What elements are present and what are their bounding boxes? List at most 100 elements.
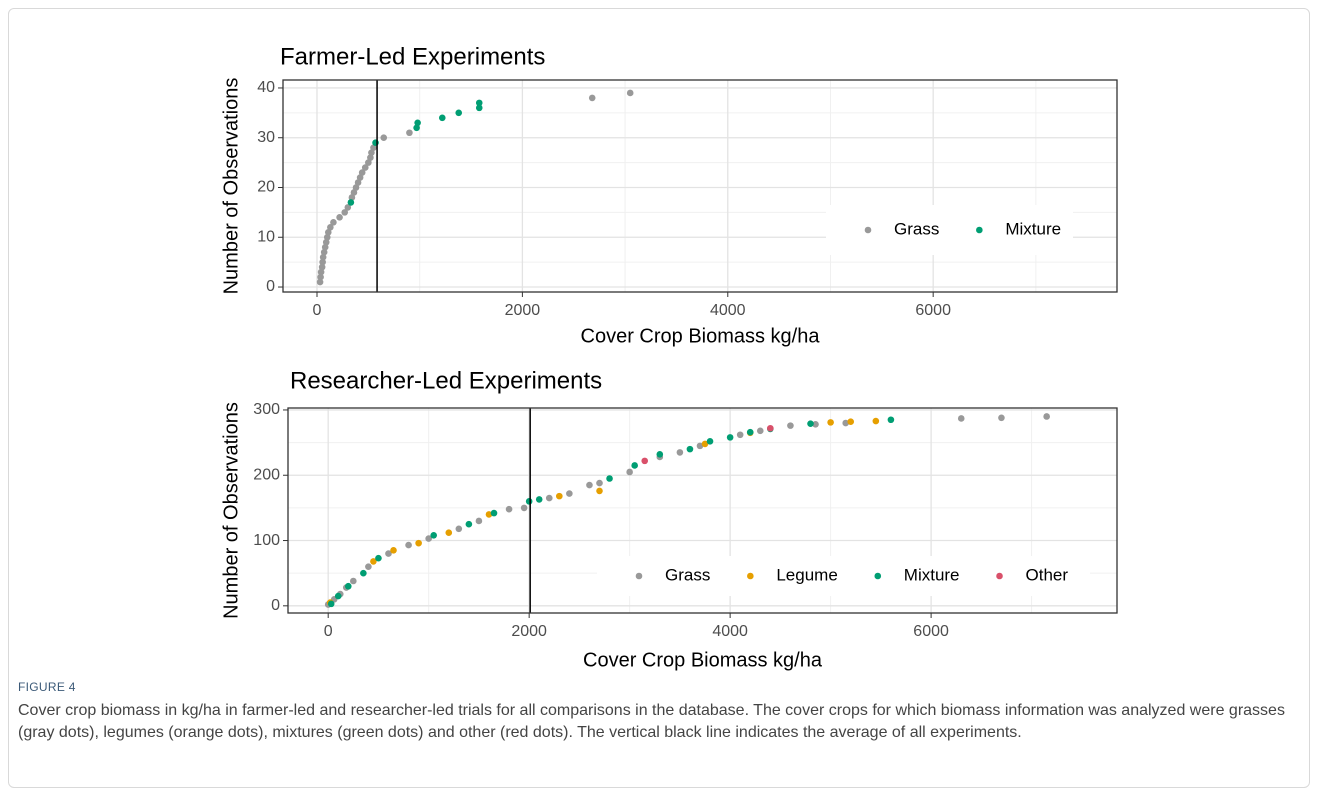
- x-tick-label: 6000: [913, 623, 949, 640]
- point: [957, 415, 965, 422]
- point: [596, 479, 603, 487]
- y-tick-label: 20: [257, 179, 275, 196]
- point: [327, 224, 334, 231]
- point: [438, 114, 446, 122]
- chart-title: Farmer-Led Experiments: [280, 43, 545, 70]
- point: [767, 424, 774, 432]
- point: [317, 273, 324, 281]
- plot-border: [282, 79, 1118, 293]
- point: [701, 440, 709, 448]
- point: [872, 417, 880, 425]
- point: [626, 89, 634, 97]
- point: [330, 219, 337, 226]
- point: [545, 494, 553, 502]
- point: [356, 174, 364, 181]
- point: [358, 169, 366, 176]
- point: [319, 258, 326, 266]
- point: [485, 511, 493, 518]
- series-points: [327, 416, 895, 608]
- point: [525, 498, 533, 505]
- point: [847, 418, 855, 426]
- point: [318, 263, 326, 271]
- plot-background: [283, 80, 1117, 292]
- point: [686, 445, 694, 453]
- point: [736, 431, 744, 439]
- point: [324, 228, 332, 236]
- legend-label: Other: [1026, 565, 1069, 584]
- y-axis-label: Number of Observations: [220, 402, 242, 619]
- point: [320, 248, 328, 256]
- point: [321, 243, 329, 251]
- point: [367, 154, 374, 161]
- point: [406, 129, 413, 137]
- point: [327, 600, 335, 608]
- point: [334, 592, 342, 600]
- point: [322, 238, 330, 246]
- point: [350, 577, 357, 585]
- point: [807, 420, 814, 427]
- point: [370, 558, 377, 565]
- point: [425, 535, 432, 542]
- x-tick-label: 4000: [710, 302, 746, 319]
- point: [842, 419, 849, 427]
- point: [390, 547, 397, 554]
- x-tick-label: 2000: [505, 302, 541, 319]
- point: [344, 204, 352, 211]
- point: [566, 490, 573, 497]
- point: [323, 233, 331, 241]
- point: [787, 422, 794, 429]
- point: [380, 134, 388, 142]
- point: [505, 505, 513, 513]
- x-tick-label: 0: [324, 623, 333, 640]
- point: [812, 421, 819, 428]
- point: [405, 541, 412, 549]
- x-axis-label: Cover Crop Biomass kg/ha: [583, 649, 823, 671]
- point: [556, 492, 563, 500]
- point: [365, 159, 372, 166]
- y-tick-label: 0: [266, 278, 275, 295]
- y-tick-label: 0: [271, 597, 280, 614]
- legend-label: Grass: [665, 565, 710, 584]
- point: [586, 481, 593, 489]
- legend-swatch: [747, 572, 754, 580]
- point: [490, 509, 498, 517]
- point: [348, 194, 356, 201]
- legend-swatch: [976, 226, 983, 234]
- series-points: [641, 424, 774, 465]
- point: [336, 214, 343, 221]
- point: [696, 442, 704, 450]
- figure-label: FIGURE 4: [18, 680, 76, 694]
- y-axis-label: Number of Observations: [220, 78, 242, 295]
- legend-label: Mixture: [1005, 219, 1061, 238]
- point: [706, 437, 714, 445]
- y-tick-label: 200: [253, 466, 280, 483]
- point: [626, 468, 633, 476]
- point: [1043, 413, 1050, 420]
- point: [641, 457, 649, 465]
- point: [319, 253, 327, 261]
- x-tick-label: 0: [313, 302, 322, 319]
- series-points: [347, 99, 483, 206]
- x-tick-label: 6000: [915, 302, 951, 319]
- x-axis-label: Cover Crop Biomass kg/ha: [581, 325, 821, 347]
- point: [606, 475, 613, 482]
- point: [455, 109, 463, 117]
- point: [535, 496, 543, 503]
- y-tick-label: 30: [257, 129, 275, 146]
- point: [317, 268, 325, 276]
- point: [347, 199, 355, 206]
- legend-label: Legume: [776, 565, 837, 584]
- point: [475, 104, 483, 112]
- point: [370, 144, 377, 151]
- y-tick-label: 100: [253, 532, 280, 549]
- point: [445, 529, 453, 536]
- point: [414, 119, 421, 127]
- figure-caption: Cover crop biomass in kg/ha in farmer-le…: [18, 702, 1285, 741]
- point: [656, 451, 664, 458]
- plot-border: [287, 407, 1118, 614]
- legend-swatch: [874, 572, 882, 580]
- point: [385, 550, 392, 557]
- point: [887, 416, 895, 424]
